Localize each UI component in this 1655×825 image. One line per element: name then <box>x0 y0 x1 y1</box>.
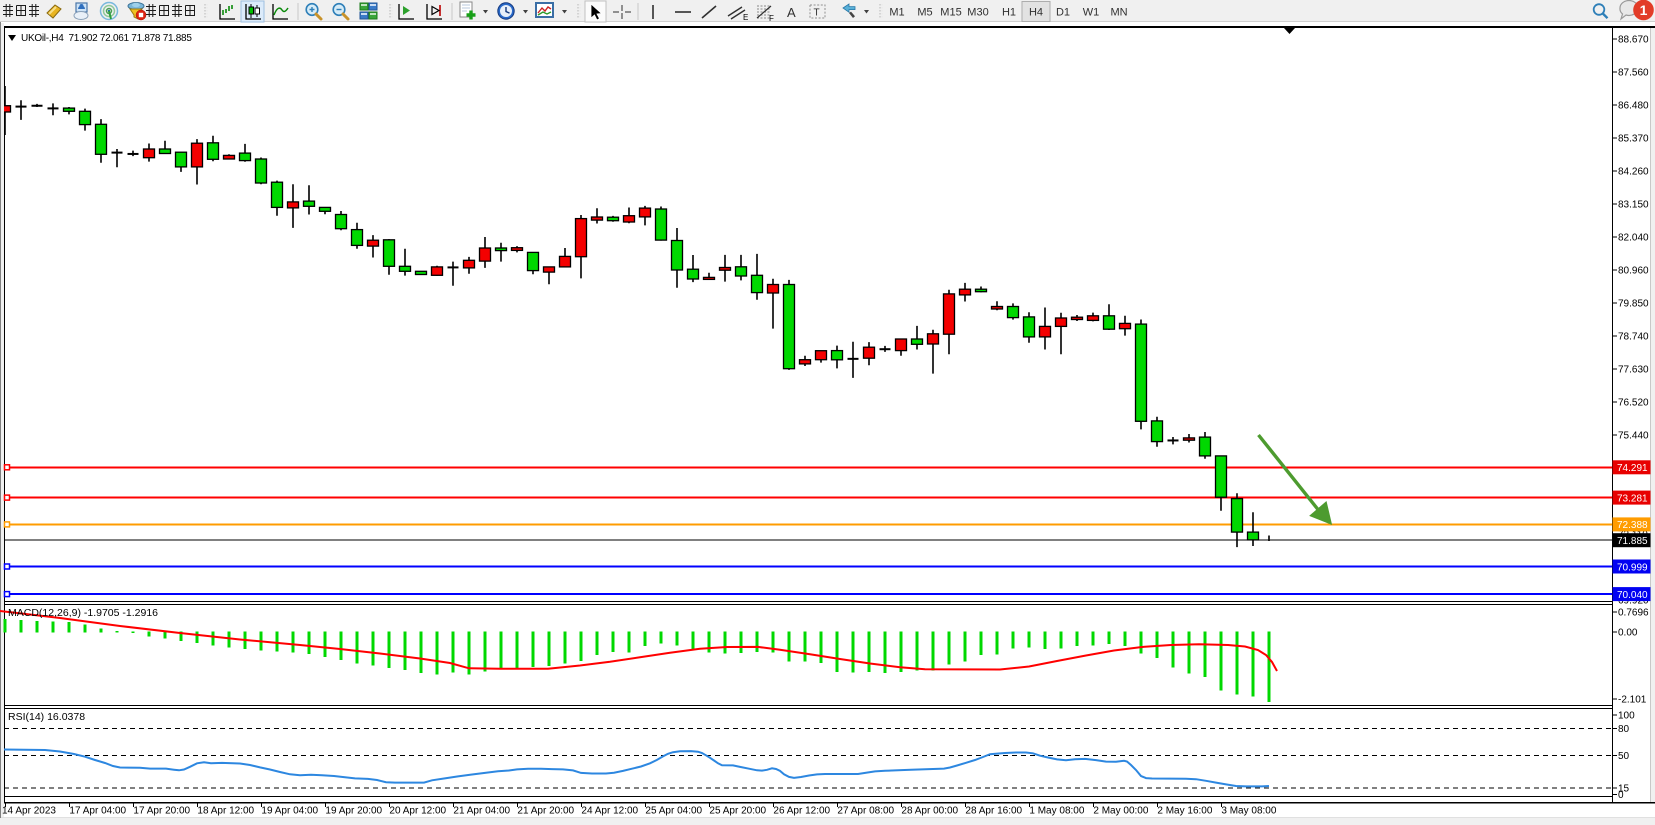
svg-text:UKOil-,H4 71.902 72.061 71.87: UKOil-,H4 71.902 72.061 71.878 71.885 <box>21 33 192 44</box>
svg-text:79.850: 79.850 <box>1618 299 1649 310</box>
svg-text:77.630: 77.630 <box>1618 365 1649 376</box>
svg-text:A: A <box>787 5 796 20</box>
svg-text:H1: H1 <box>1002 7 1016 19</box>
svg-text:M1: M1 <box>889 7 904 19</box>
svg-text:H4: H4 <box>1029 7 1043 19</box>
svg-text:87.560: 87.560 <box>1618 68 1649 79</box>
svg-text:71.885: 71.885 <box>1617 536 1648 547</box>
svg-text:28 Apr 16:00: 28 Apr 16:00 <box>965 806 1022 817</box>
svg-text:2 May 16:00: 2 May 16:00 <box>1157 806 1212 817</box>
svg-text:18 Apr 12:00: 18 Apr 12:00 <box>197 806 254 817</box>
svg-text:MACD(12,26,9) -1.9705 -1.2916: MACD(12,26,9) -1.9705 -1.2916 <box>8 607 158 619</box>
svg-text:27 Apr 08:00: 27 Apr 08:00 <box>837 806 894 817</box>
svg-text:26 Apr 12:00: 26 Apr 12:00 <box>773 806 830 817</box>
svg-text:M5: M5 <box>917 7 932 19</box>
svg-text:1: 1 <box>1640 2 1648 18</box>
svg-text:21 Apr 20:00: 21 Apr 20:00 <box>517 806 574 817</box>
svg-text:100: 100 <box>1618 711 1635 722</box>
svg-text:21 Apr 04:00: 21 Apr 04:00 <box>453 806 510 817</box>
svg-text:75.440: 75.440 <box>1618 431 1649 442</box>
svg-text:19 Apr 20:00: 19 Apr 20:00 <box>325 806 382 817</box>
svg-text:17 Apr 04:00: 17 Apr 04:00 <box>69 806 126 817</box>
svg-text:83.150: 83.150 <box>1618 200 1649 211</box>
svg-text:25 Apr 20:00: 25 Apr 20:00 <box>709 806 766 817</box>
svg-text:0: 0 <box>1618 790 1624 801</box>
svg-text:0.00: 0.00 <box>1618 628 1638 639</box>
svg-text:E: E <box>743 13 748 22</box>
svg-text:25 Apr 04:00: 25 Apr 04:00 <box>645 806 702 817</box>
svg-text:2 May 00:00: 2 May 00:00 <box>1093 806 1148 817</box>
svg-text:70.999: 70.999 <box>1617 562 1648 573</box>
svg-text:24 Apr 12:00: 24 Apr 12:00 <box>581 806 638 817</box>
svg-text:73.281: 73.281 <box>1617 493 1648 504</box>
svg-text:78.740: 78.740 <box>1618 332 1649 343</box>
svg-text:-2.101: -2.101 <box>1618 695 1647 706</box>
svg-text:M15: M15 <box>940 7 961 19</box>
svg-text:15: 15 <box>1618 783 1630 794</box>
svg-text:M30: M30 <box>967 7 988 19</box>
svg-text:72.388: 72.388 <box>1617 520 1648 531</box>
svg-text:17 Apr 20:00: 17 Apr 20:00 <box>133 806 190 817</box>
svg-text:19 Apr 04:00: 19 Apr 04:00 <box>261 806 318 817</box>
svg-text:70.040: 70.040 <box>1617 590 1648 601</box>
svg-text:84.260: 84.260 <box>1618 167 1649 178</box>
svg-text:20 Apr 12:00: 20 Apr 12:00 <box>389 806 446 817</box>
svg-text:W1: W1 <box>1083 7 1100 19</box>
svg-text:82.040: 82.040 <box>1618 233 1649 244</box>
svg-text:76.520: 76.520 <box>1618 398 1649 409</box>
svg-text:14 Apr 2023: 14 Apr 2023 <box>2 806 56 817</box>
svg-text:T: T <box>814 8 820 19</box>
svg-text:80.960: 80.960 <box>1618 266 1649 277</box>
svg-text:85.370: 85.370 <box>1618 134 1649 145</box>
svg-text:F: F <box>769 14 774 23</box>
svg-text:80: 80 <box>1618 724 1630 735</box>
svg-text:50: 50 <box>1618 751 1630 762</box>
svg-text:86.480: 86.480 <box>1618 101 1649 112</box>
svg-text:0.7696: 0.7696 <box>1618 608 1649 619</box>
svg-text:RSI(14) 16.0378: RSI(14) 16.0378 <box>8 711 85 723</box>
svg-text:D1: D1 <box>1056 7 1070 19</box>
svg-text:MN: MN <box>1110 7 1127 19</box>
svg-text:74.291: 74.291 <box>1617 463 1648 474</box>
svg-text:28 Apr 00:00: 28 Apr 00:00 <box>901 806 958 817</box>
svg-text:1 May 08:00: 1 May 08:00 <box>1029 806 1084 817</box>
svg-text:88.670: 88.670 <box>1618 35 1649 46</box>
svg-text:3 May 08:00: 3 May 08:00 <box>1221 806 1276 817</box>
